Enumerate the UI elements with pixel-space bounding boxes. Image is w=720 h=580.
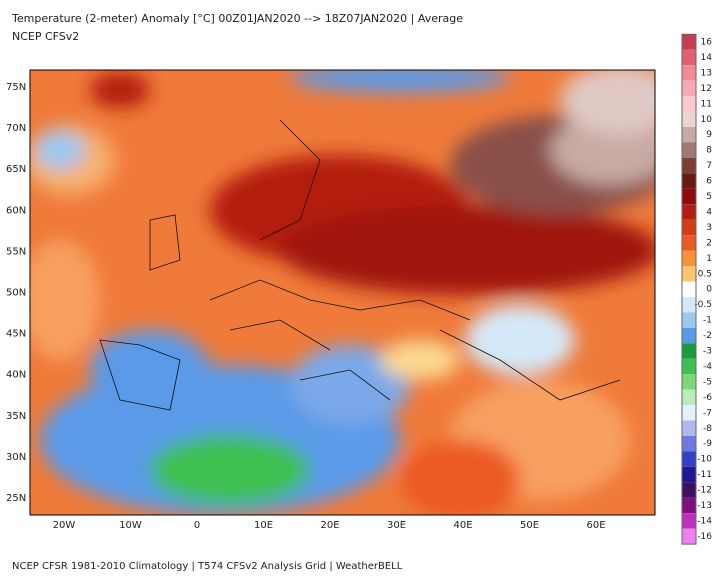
- lat-label: 65N: [6, 164, 26, 175]
- colorbar-cell: [682, 513, 696, 529]
- colorbar-cell: [682, 219, 696, 236]
- colorbar-label: 11: [701, 99, 712, 109]
- colorbar-label: 3: [706, 223, 712, 233]
- colorbar-label: 2: [706, 238, 712, 248]
- lon-labels: 20W 10W 0 10E 20E 30E 40E 50E 60E: [53, 520, 606, 531]
- colorbar-cell: [682, 173, 696, 189]
- colorbar-cell: [682, 374, 696, 390]
- colorbar-cell: [682, 482, 696, 498]
- lat-label: 50N: [6, 288, 26, 299]
- colorbar-cell: [682, 281, 696, 297]
- colorbar-cell: [682, 34, 696, 50]
- colorbar-cell: [682, 188, 696, 205]
- lon-label: 60E: [586, 520, 605, 531]
- colorbar-label: -8: [703, 424, 712, 434]
- colorbar-label: 7: [706, 161, 712, 171]
- colorbar-label: 13: [701, 68, 712, 78]
- colorbar-cell: [682, 142, 696, 158]
- colorbar-label: -2: [703, 331, 712, 341]
- colorbar-label: -14: [697, 516, 712, 526]
- coastlines: [99, 119, 621, 411]
- title: Temperature (2-meter) Anomaly [°C] 00Z01…: [11, 12, 463, 25]
- colorbar-cell: [682, 80, 696, 97]
- colorbar-cell: [682, 420, 696, 436]
- colorbar-cell: [682, 204, 696, 220]
- colorbar-label: 16: [701, 38, 713, 48]
- colorbar-label: -6: [703, 393, 712, 403]
- colorbar-cell: [682, 235, 696, 251]
- lon-label: 50E: [520, 520, 539, 531]
- colorbar-label: -4: [703, 362, 712, 372]
- lat-label: 25N: [6, 493, 26, 504]
- colorbar-cell: [682, 343, 696, 359]
- colorbar-cell: [682, 126, 696, 143]
- colorbar-cell: [682, 358, 696, 375]
- anomaly-field: [30, 70, 655, 515]
- lat-label: 35N: [6, 411, 26, 422]
- lon-label: 0: [194, 520, 200, 531]
- colorbar-label: -1: [703, 316, 712, 326]
- lat-label: 75N: [6, 82, 26, 93]
- colorbar-label: -16: [697, 532, 712, 542]
- colorbar-cell: [682, 65, 696, 81]
- colorbar-label: 9: [706, 130, 712, 140]
- colorbar-label: 0.5: [698, 269, 712, 279]
- colorbar-label: 8: [706, 146, 712, 156]
- lon-label: 20W: [53, 520, 76, 531]
- subtitle: NCEP CFSv2: [12, 30, 79, 43]
- lat-label: 70N: [6, 123, 26, 134]
- lon-label: 10E: [254, 520, 273, 531]
- colorbar-cell: [682, 296, 696, 313]
- colorbar-label: -12: [697, 486, 712, 496]
- colorbar-cell: [682, 451, 696, 467]
- field-blobs: [30, 70, 655, 515]
- colorbar-label: 10: [701, 115, 713, 125]
- colorbar-cell: [682, 435, 696, 452]
- lat-label: 40N: [6, 370, 26, 381]
- colorbar: 16 14 13 12 11 10 9 8 7 6 5 4 3 2 1 0.5 0 -0.5 -1 -2 -3 -4 -5 -…: [681, 33, 713, 545]
- colorbar-label: -9: [703, 439, 712, 449]
- lat-label: 45N: [6, 329, 26, 340]
- colorbar-cell: [682, 405, 696, 421]
- colorbar-cell: [682, 157, 696, 174]
- lat-label: 55N: [6, 246, 26, 257]
- colorbar-label: 4: [706, 207, 712, 217]
- lat-label: 60N: [6, 205, 26, 216]
- colorbar-cell: [682, 327, 696, 344]
- lon-label: 40E: [453, 520, 472, 531]
- colorbar-label: -11: [697, 470, 712, 480]
- colorbar-cell: [682, 111, 696, 127]
- colorbar-label: 0: [706, 285, 712, 295]
- colorbar-cell: [682, 312, 696, 328]
- colorbar-label: 12: [701, 84, 712, 94]
- colorbar-cell: [682, 49, 696, 66]
- lon-label: 10W: [119, 520, 142, 531]
- colorbar-cell: [682, 266, 696, 282]
- lat-labels: 75N 70N 65N 60N 55N 50N 45N 40N 35N 30N 25N: [6, 82, 26, 504]
- colorbar-label: -3: [703, 347, 712, 357]
- colorbar-label: 14: [701, 53, 713, 63]
- colorbar-label: -5: [703, 377, 712, 387]
- colorbar-label: 1: [706, 254, 712, 264]
- colorbar-cell: [682, 466, 696, 483]
- colorbar-cell: [682, 528, 696, 545]
- colorbar-label: -13: [697, 501, 712, 511]
- colorbar-cell: [682, 250, 696, 267]
- colorbar-label: -0.5: [694, 300, 712, 310]
- lon-label: 30E: [387, 520, 406, 531]
- colorbar-cell: [682, 389, 696, 406]
- colorbar-label: -7: [703, 408, 712, 418]
- colorbar-cell: [682, 497, 696, 514]
- colorbar-cell: [682, 96, 696, 112]
- lat-label: 30N: [6, 452, 26, 463]
- map-frame: [29, 69, 656, 516]
- colorbar-label: 5: [706, 192, 712, 202]
- footer: NCEP CFSR 1981-2010 Climatology | T574 C…: [12, 561, 403, 572]
- colorbar-frame: [681, 33, 697, 545]
- lon-label: 20E: [320, 520, 339, 531]
- colorbar-label: 6: [706, 177, 712, 187]
- colorbar-label: -10: [697, 455, 712, 465]
